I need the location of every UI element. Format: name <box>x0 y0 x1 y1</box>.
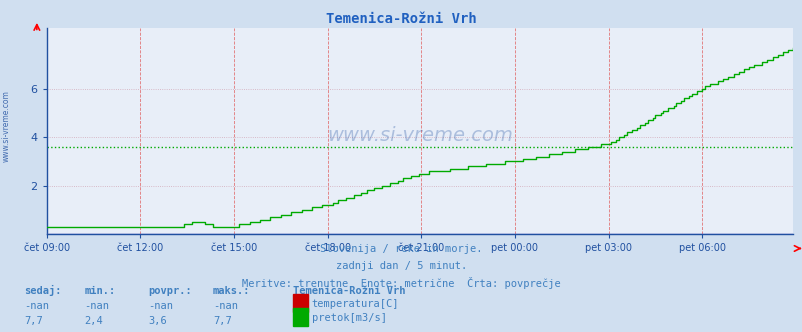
Text: -nan: -nan <box>148 301 173 311</box>
Text: Temenica-Rožni Vrh: Temenica-Rožni Vrh <box>326 12 476 26</box>
Text: pretok[m3/s]: pretok[m3/s] <box>311 313 386 323</box>
Text: Slovenija / reke in morje.: Slovenija / reke in morje. <box>320 244 482 254</box>
Text: 3,6: 3,6 <box>148 316 167 326</box>
Text: 2,4: 2,4 <box>84 316 103 326</box>
Text: Temenica-Rožni Vrh: Temenica-Rožni Vrh <box>293 286 405 296</box>
Text: zadnji dan / 5 minut.: zadnji dan / 5 minut. <box>335 261 467 271</box>
Text: -nan: -nan <box>24 301 49 311</box>
Text: povpr.:: povpr.: <box>148 286 192 296</box>
Text: 7,7: 7,7 <box>24 316 43 326</box>
Text: -nan: -nan <box>213 301 237 311</box>
Text: -nan: -nan <box>84 301 109 311</box>
Text: www.si-vreme.com: www.si-vreme.com <box>2 90 11 162</box>
Text: Meritve: trenutne  Enote: metrične  Črta: povprečje: Meritve: trenutne Enote: metrične Črta: … <box>242 277 560 289</box>
Text: sedaj:: sedaj: <box>24 285 62 296</box>
Text: www.si-vreme.com: www.si-vreme.com <box>326 126 512 145</box>
Text: temperatura[C]: temperatura[C] <box>311 299 399 309</box>
Text: min.:: min.: <box>84 286 115 296</box>
Text: maks.:: maks.: <box>213 286 250 296</box>
Text: 7,7: 7,7 <box>213 316 231 326</box>
